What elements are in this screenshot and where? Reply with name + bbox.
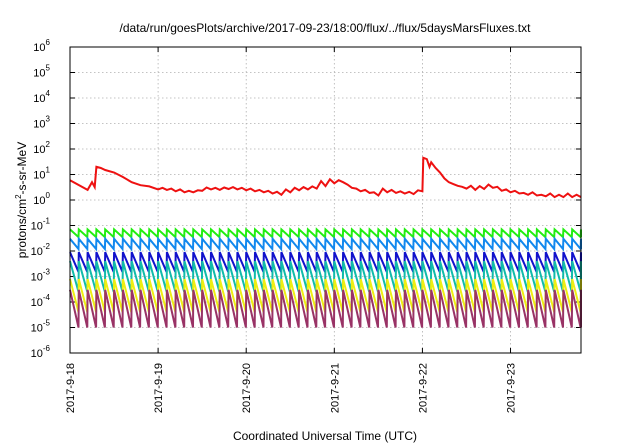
series-group bbox=[69, 156, 582, 328]
series-line-3 bbox=[69, 236, 582, 252]
y-axis-label-suffix: -s-sr-MeV bbox=[15, 142, 29, 195]
x-axis-label: Coordinated Universal Time (UTC) bbox=[233, 429, 417, 443]
x-tick-label: 2017-9-21 bbox=[329, 363, 341, 413]
y-tick-label: 106 bbox=[33, 38, 50, 54]
plot-frame bbox=[69, 46, 582, 354]
y-tick-label: 100 bbox=[33, 191, 50, 207]
y-tick-label: 103 bbox=[33, 115, 50, 131]
y-tick-label: 10-5 bbox=[31, 319, 51, 335]
x-tick-label: 2017-9-23 bbox=[506, 363, 518, 413]
y-axis-ticks: 10-6 10-5 10-4 10-3 10-2 10-1 100 101 102 103 104 1… bbox=[31, 38, 581, 360]
x-axis-ticks: 2017-9-18 2017-9-19 2017-9-20 2017-9-21 2017… bbox=[65, 47, 518, 413]
x-tick-label: 2017-9-22 bbox=[417, 363, 429, 413]
y-tick-label: 10-6 bbox=[31, 344, 51, 360]
y-tick-label: 10-4 bbox=[31, 293, 51, 309]
series-line-5 bbox=[69, 260, 582, 293]
y-tick-label: 101 bbox=[33, 166, 50, 182]
x-tick-label: 2017-9-20 bbox=[241, 363, 253, 413]
y-tick-label: 102 bbox=[33, 140, 50, 156]
y-tick-label: 10-3 bbox=[31, 268, 51, 284]
chart-title: /data/run/goesPlots/archive/2017-09-23/1… bbox=[120, 21, 532, 35]
y-tick-label: 10-2 bbox=[31, 242, 51, 258]
x-tick-label: 2017-9-18 bbox=[65, 363, 77, 413]
y-tick-label: 105 bbox=[33, 64, 50, 80]
x-tick-label: 2017-9-19 bbox=[153, 363, 165, 413]
y-axis-label-prefix: protons/cm bbox=[15, 199, 29, 258]
y-tick-label: 10-1 bbox=[31, 217, 51, 233]
series-line-2 bbox=[69, 227, 582, 240]
y-axis-label-sup: 2 bbox=[14, 194, 23, 199]
series-line-1 bbox=[69, 156, 582, 199]
series-line-7 bbox=[69, 289, 582, 328]
y-axis-label: protons/cm2-s-sr-MeV bbox=[14, 142, 29, 258]
y-tick-label: 104 bbox=[33, 89, 50, 105]
